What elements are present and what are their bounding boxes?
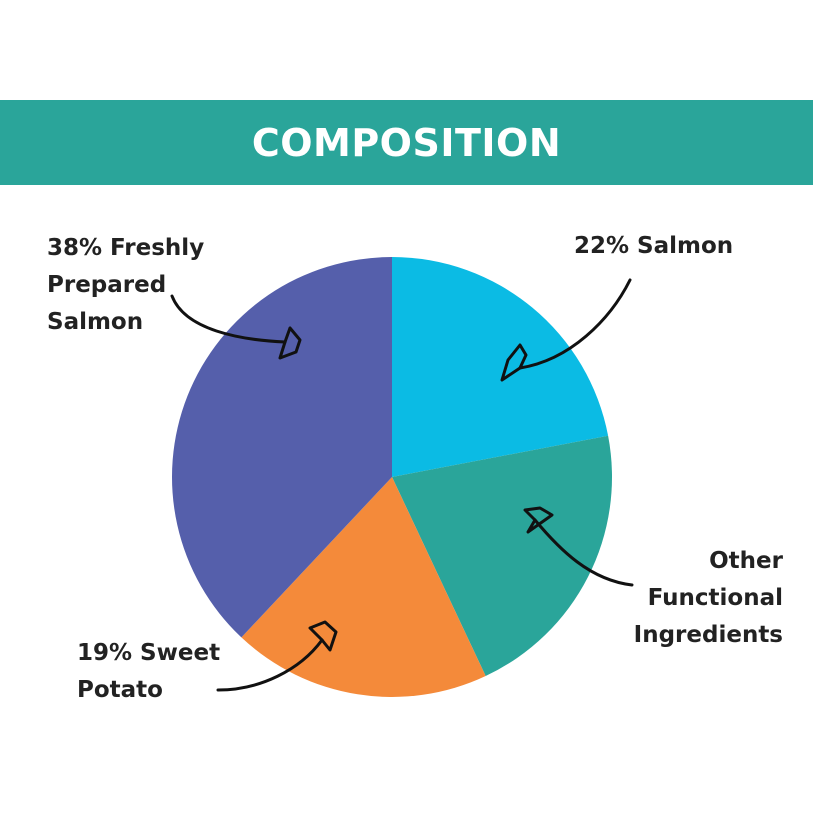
label-sweet-potato: 19% Sweet Potato bbox=[77, 635, 220, 709]
pie-slice-salmon bbox=[392, 257, 609, 477]
arrowhead-salmon bbox=[500, 343, 528, 382]
label-line: Salmon bbox=[47, 309, 144, 335]
label-other: Other Functional Ingredients bbox=[634, 543, 783, 654]
arrowhead-other bbox=[523, 506, 554, 534]
pie-slice-other-functional-ingredients bbox=[392, 435, 612, 677]
arrow-other bbox=[533, 518, 634, 587]
label-line: Prepared bbox=[47, 272, 167, 298]
chart-title: COMPOSITION bbox=[251, 120, 562, 165]
arrowhead-fresh-salmon bbox=[278, 326, 302, 360]
arrow-fresh-salmon bbox=[170, 294, 287, 344]
label-line: 22% Salmon bbox=[574, 233, 734, 259]
label-line: Potato bbox=[77, 677, 163, 703]
label-fresh-salmon: 38% Freshly Prepared Salmon bbox=[47, 230, 204, 341]
label-line: 19% Sweet bbox=[77, 640, 221, 666]
label-line: Functional bbox=[647, 585, 783, 611]
title-banner: COMPOSITION bbox=[0, 100, 813, 185]
label-salmon: 22% Salmon bbox=[574, 228, 733, 265]
arrow-salmon bbox=[518, 278, 632, 370]
pie-slice-sweet-potato bbox=[241, 477, 486, 698]
arrow-sweet-potato bbox=[216, 638, 324, 692]
label-line: 38% Freshly bbox=[47, 235, 205, 261]
pie-slice-freshly-prepared-salmon bbox=[171, 257, 392, 638]
label-line: Other bbox=[709, 548, 783, 574]
arrowhead-sweet-potato bbox=[308, 620, 338, 652]
label-line: Ingredients bbox=[633, 622, 783, 648]
